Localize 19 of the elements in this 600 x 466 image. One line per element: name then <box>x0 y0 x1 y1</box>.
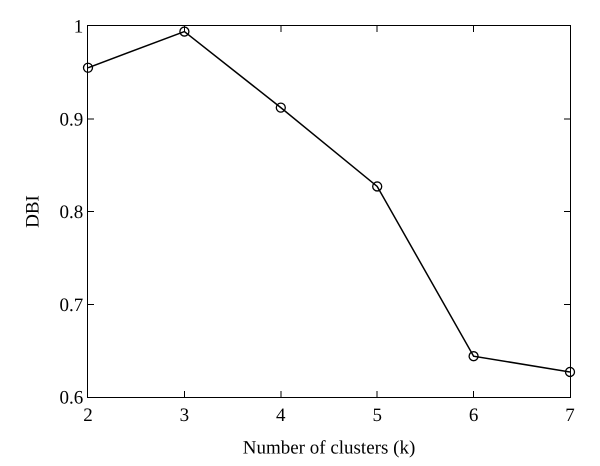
y-tick-label: 0.7 <box>59 294 84 316</box>
point <box>372 181 382 192</box>
x-tick-label: 6 <box>468 404 478 426</box>
y-axis-title: DBI <box>22 195 44 228</box>
x-tick-label: 2 <box>83 404 93 426</box>
y-tick-label: 0.8 <box>59 202 84 224</box>
point <box>468 351 479 362</box>
y-tick-label: 0.9 <box>59 109 84 130</box>
y-tick-label: 0.6 <box>59 388 84 409</box>
point <box>179 26 190 37</box>
point <box>276 102 286 113</box>
x-tick-label: 7 <box>565 404 575 426</box>
point <box>564 366 576 378</box>
x-tick-label: 4 <box>276 404 286 426</box>
point <box>82 62 94 73</box>
x-tick-label: 5 <box>372 404 382 426</box>
y-tick-label: 1 <box>74 16 84 38</box>
x-axis-title: Number of clusters (k) <box>242 438 416 459</box>
x-tick-label: 3 <box>180 404 190 426</box>
